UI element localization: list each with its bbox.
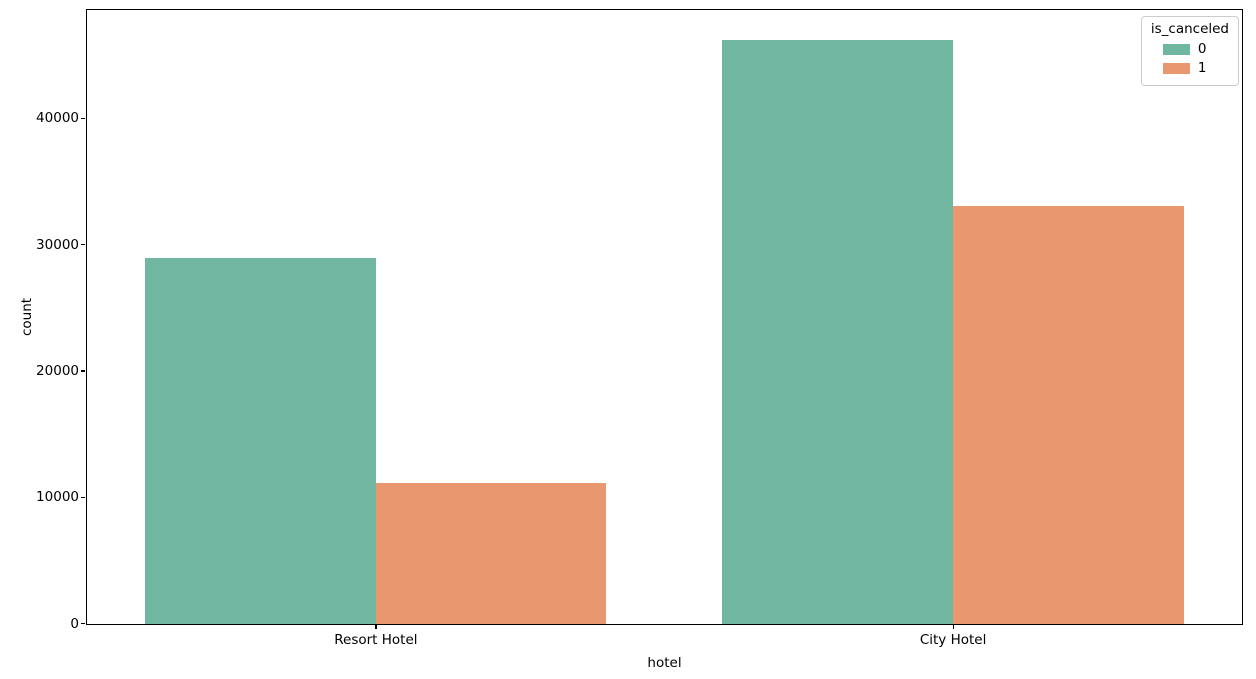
- legend-entry-0: 0: [1162, 41, 1229, 57]
- y-tick-mark: [81, 623, 85, 625]
- x-tick-label-city-hotel: City Hotel: [919, 632, 987, 648]
- x-tick-mark: [375, 625, 377, 629]
- y-tick-mark: [81, 496, 85, 498]
- bar-city-hotel-series-0: [721, 39, 953, 624]
- y-tick-mark: [81, 370, 85, 372]
- x-tick-label-resort-hotel: Resort Hotel: [334, 632, 418, 648]
- legend-entry-label: 1: [1197, 60, 1207, 76]
- y-tick-label: 10000: [36, 489, 79, 506]
- y-tick-mark: [81, 117, 85, 119]
- legend-color-patch: [1162, 62, 1190, 74]
- legend-color-patch: [1162, 43, 1190, 55]
- y-tick-label: 30000: [36, 236, 79, 253]
- bar-resort-hotel-series-1: [375, 483, 607, 624]
- legend-entry-1: 1: [1162, 60, 1229, 76]
- legend-entry-label: 0: [1197, 41, 1207, 57]
- bar-city-hotel-series-1: [952, 205, 1184, 624]
- x-axis-label: hotel: [647, 655, 682, 671]
- y-tick-mark: [81, 243, 85, 246]
- y-tick-label: 40000: [36, 110, 79, 127]
- y-axis-label: count: [19, 297, 35, 337]
- x-tick-mark: [952, 625, 954, 629]
- legend-title: is_canceled: [1150, 21, 1229, 37]
- y-tick-label: 0: [70, 615, 79, 632]
- y-tick-label: 20000: [36, 363, 79, 379]
- bar-resort-hotel-series-0: [144, 258, 376, 624]
